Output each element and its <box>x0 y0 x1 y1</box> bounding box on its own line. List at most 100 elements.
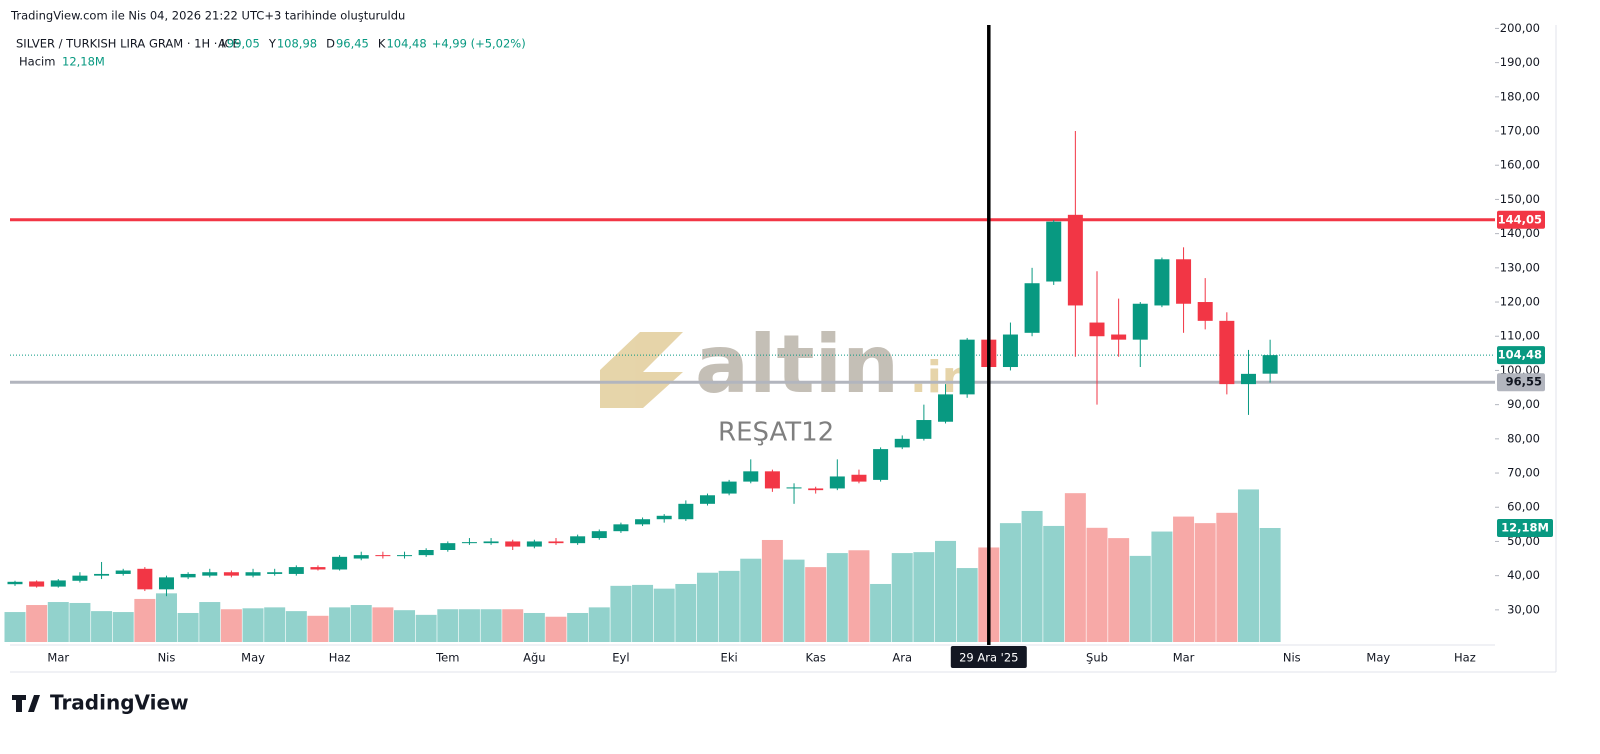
candle-body <box>613 524 629 532</box>
volume-bar <box>329 607 351 642</box>
ohlc-key: Y <box>268 37 277 51</box>
candle-body <box>223 572 239 576</box>
volume-bar <box>47 602 69 642</box>
volume-bar <box>155 593 177 642</box>
volume-bar <box>740 558 762 642</box>
candle-body <box>764 471 780 489</box>
volume-bar <box>480 609 502 642</box>
x-tick-label: Ağu <box>523 651 545 665</box>
candle-body <box>1111 334 1127 340</box>
volume-bar <box>1108 538 1130 642</box>
candle-body <box>50 580 66 587</box>
candle-body <box>483 541 499 544</box>
candle-body <box>1240 373 1256 385</box>
price-tag-label: 96,55 <box>1506 375 1542 389</box>
volume-bar <box>588 607 610 642</box>
x-tick-label: Nis <box>1283 651 1301 665</box>
logo-icon <box>12 695 40 712</box>
candle-body <box>288 567 304 574</box>
y-tick-label: 40,00 <box>1507 568 1540 582</box>
ohlc-key: A <box>218 37 226 51</box>
ohlc-value: 104,48 <box>386 37 426 51</box>
candle-body <box>72 575 88 581</box>
volume-bar <box>523 612 545 642</box>
x-tick-label: Haz <box>1454 651 1476 665</box>
volume-bar <box>935 540 957 642</box>
volume-bar <box>177 612 199 642</box>
x-tick-label: May <box>1366 651 1390 665</box>
price-tag-label: 144,05 <box>1498 212 1542 226</box>
volume-bar <box>675 583 697 642</box>
x-tick-label: Şub <box>1086 651 1108 665</box>
candle-body <box>1002 334 1018 368</box>
volume-bar <box>567 612 589 642</box>
volume-bar <box>112 612 134 642</box>
volume-bar <box>1216 512 1238 642</box>
volume-bar <box>653 588 675 642</box>
y-tick-label: 150,00 <box>1500 192 1540 206</box>
change: +4,99 (+5,02%) <box>432 37 526 51</box>
volume-bar <box>848 550 870 642</box>
brand-logo: TradingView <box>12 691 189 715</box>
candle-body <box>115 570 131 574</box>
candle-body <box>202 572 218 576</box>
candle-body <box>1046 221 1062 282</box>
candle-body <box>635 519 651 525</box>
x-tick-label: Nis <box>158 651 176 665</box>
volume-bar <box>199 602 221 642</box>
caption: TradingView.com ile Nis 04, 2026 21:22 U… <box>10 9 405 23</box>
watermark-user: REŞAT12 <box>718 418 834 448</box>
candle-body <box>1176 259 1192 304</box>
volume-bar <box>372 607 394 642</box>
volume-bar <box>350 605 372 642</box>
candle-body <box>699 495 715 504</box>
volume-bar <box>307 615 329 642</box>
volume-bar <box>1043 525 1065 642</box>
y-tick-label: 200,00 <box>1500 21 1540 35</box>
ohlc-value: 99,05 <box>227 37 260 51</box>
candle-body <box>916 420 932 439</box>
candle-body <box>721 481 737 494</box>
x-tick-label: Mar <box>47 651 69 665</box>
volume-bar <box>394 610 416 642</box>
volume-bar <box>26 605 48 642</box>
watermark-logo <box>600 332 683 408</box>
volume-tag-label: 12,18M <box>1501 520 1549 534</box>
volume-bar <box>1129 555 1151 642</box>
y-tick-label: 180,00 <box>1500 89 1540 103</box>
brand-name: TradingView <box>50 691 189 715</box>
candle-body <box>158 577 174 590</box>
volume-bar <box>1237 489 1259 642</box>
ohlc-value: 108,98 <box>277 37 317 51</box>
volume-bar <box>91 611 113 642</box>
candle-body <box>1219 320 1235 385</box>
y-tick-label: 110,00 <box>1500 329 1540 343</box>
volume-bar <box>632 584 654 642</box>
price-tag <box>1497 210 1545 229</box>
candle-body <box>1089 322 1105 337</box>
volume-bar <box>1021 510 1043 642</box>
candle-body <box>137 568 153 590</box>
y-tick-label: 80,00 <box>1507 431 1540 445</box>
x-tick-label: Ara <box>892 651 912 665</box>
candle-body <box>591 531 607 539</box>
volume-legend-value: 12,18M <box>62 55 105 69</box>
ohlc-key: D <box>326 37 335 51</box>
candle-body <box>1197 302 1213 321</box>
y-tick-label: 130,00 <box>1500 260 1540 274</box>
y-tick-label: 170,00 <box>1500 124 1540 138</box>
candle-body <box>851 474 867 482</box>
y-tick-label: 30,00 <box>1507 602 1540 616</box>
candle-body <box>873 449 889 480</box>
volume-bar <box>870 583 892 642</box>
candle-body <box>418 549 434 556</box>
candle-body <box>375 555 391 557</box>
candle-body <box>1154 259 1170 306</box>
candle-body <box>786 487 802 489</box>
volume-bar <box>718 570 740 642</box>
volume-bar <box>415 614 437 642</box>
candle-body <box>829 476 845 489</box>
y-tick-label: 60,00 <box>1507 500 1540 514</box>
candle-body <box>808 488 824 491</box>
